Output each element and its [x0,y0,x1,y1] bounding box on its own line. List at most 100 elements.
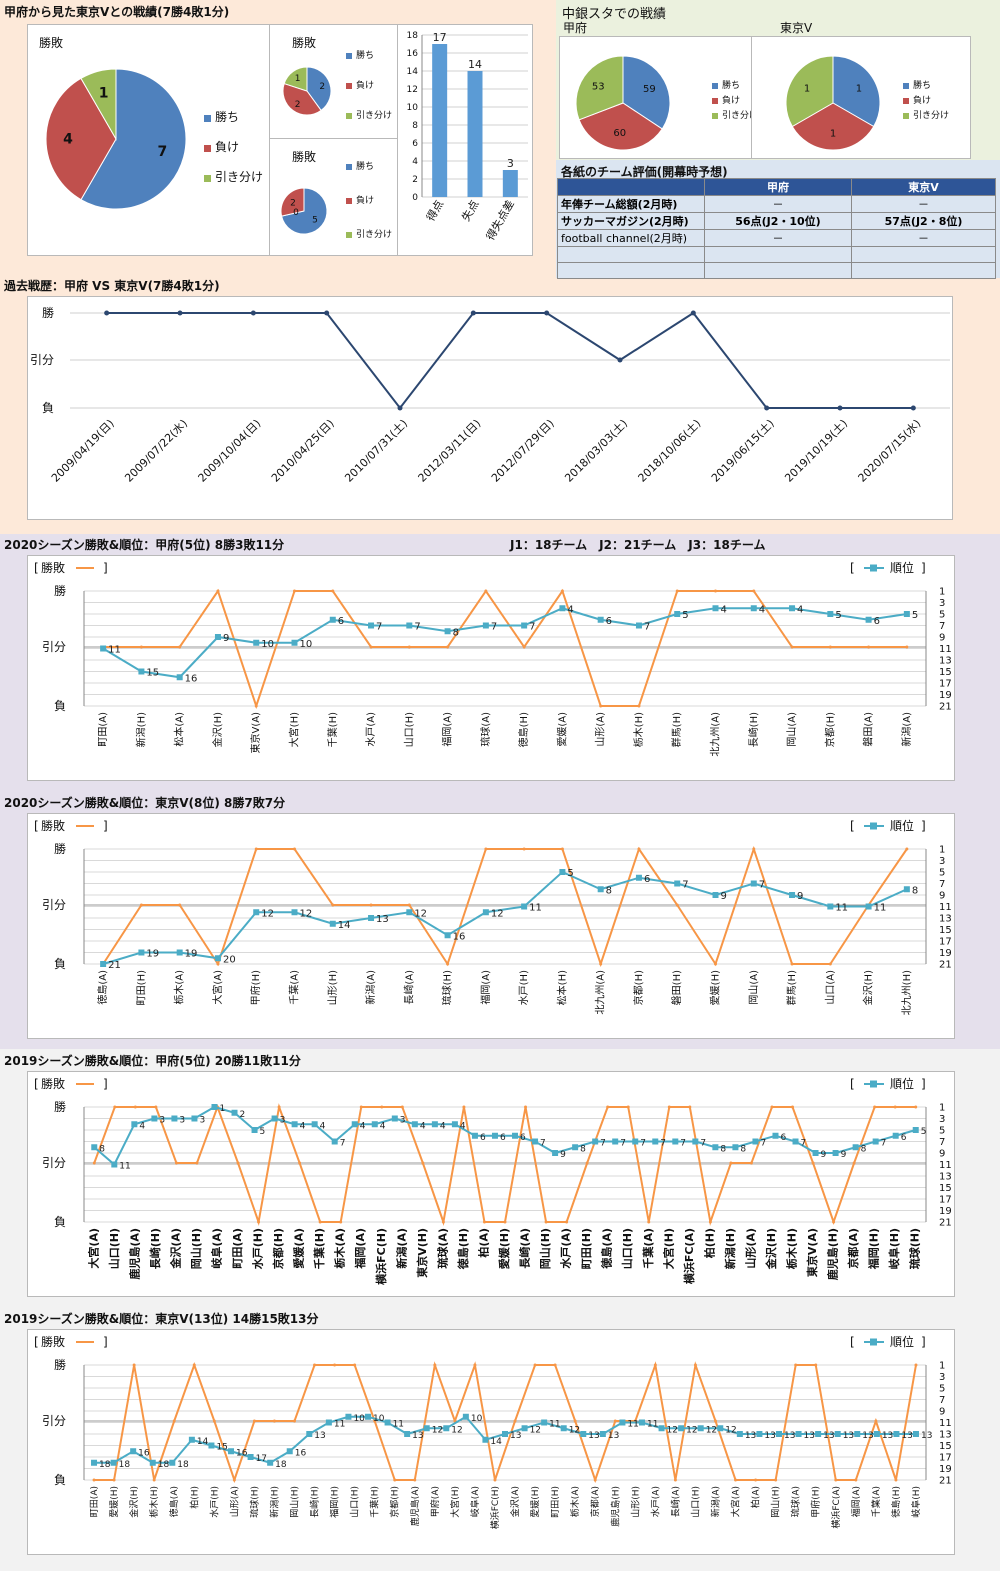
result-point [714,589,717,593]
result-point [195,1161,199,1165]
rank-data-label: 5 [912,610,918,621]
section-note-leagues: J1：18チーム J2：21チーム J3：18チーム [510,538,766,552]
rank-data-label: 3 [159,1116,165,1126]
result-point [339,1220,343,1224]
legend-bracket: [ [850,1335,855,1349]
rank-data-label: 12 [261,908,274,919]
rank-data-label: 14 [197,1437,209,1447]
rank-data-label: 8 [740,1144,746,1154]
rank-data-label: 10 [471,1414,483,1424]
result-point [92,1478,96,1482]
rank-point [674,880,681,887]
history-point [764,405,770,411]
y-tick-label: 12 [407,85,418,95]
result-series-line [94,1361,917,1484]
y-tick-label: 引分 [30,353,54,367]
rank-tick-label: 7 [939,1395,945,1406]
rank-data-label: 7 [620,1139,626,1149]
legend-swatch [204,175,211,182]
x-tick-label: 岡山(H) [771,1486,782,1518]
result-point [293,847,296,851]
x-tick-label: 新潟(A) [900,712,913,747]
rank-point [406,622,413,629]
rank-point [444,932,451,939]
result-point [192,1363,196,1367]
rank-data-label: 6 [480,1133,486,1143]
x-tick-label: 栃木(A) [333,1228,347,1269]
rank-point [775,1431,782,1437]
x-tick-label: 柏(H) [702,1228,716,1258]
y-tick-label: 勝 [54,841,66,856]
rank-data-label: 4 [360,1121,366,1131]
result-point [393,1478,397,1482]
rank-data-label: 9 [797,891,803,902]
rank-point [756,1431,763,1437]
result-point [637,704,641,708]
rank-tick-label: 13 [939,914,952,925]
x-tick-label: 甲府(H) [249,970,262,1005]
rank-tick-label: 21 [939,1476,952,1487]
result-point [433,1363,437,1367]
rank-data-label: 21 [108,960,121,971]
table-cell [704,246,852,263]
x-tick-label: 2020/07/15(水) [856,417,924,485]
rank-data-label: 5 [260,1127,266,1137]
rank-tick-label: 1 [939,1361,945,1372]
rank-data-label: 8 [720,1144,726,1154]
rank-data-label: 7 [640,1139,646,1149]
rank-tick-label: 11 [939,902,952,913]
result-point [178,645,182,649]
legend-label: 勝ち [356,49,374,61]
rank-point [572,1144,579,1151]
rank-point [892,1132,899,1139]
rank-point [443,1425,450,1432]
result-point [573,1419,577,1423]
rank-point [521,1425,528,1432]
x-tick-label: 2018/03/03(土) [562,417,630,485]
x-tick-label: 愛媛(H) [709,970,722,1005]
x-tick-label: 町田(H) [580,1228,593,1269]
legend-label: 引き分け [913,110,949,121]
rank-data-label: 7 [540,1139,546,1149]
rank-point [271,1115,278,1122]
rank-data-label: 4 [139,1121,145,1131]
y-tick-label: 0 [412,193,418,203]
x-tick-label: 新潟(H) [134,712,147,747]
section-title-2019-verdy: 2019シーズン勝敗&順位：東京V(13位) 14勝15敗13分 [4,1312,319,1326]
table-header-row: 甲府 東京V [557,178,996,196]
result-point [522,645,526,649]
result-point [493,1478,497,1482]
x-tick-label: 鹿児島(H) [609,1486,621,1527]
rank-point [692,1138,699,1145]
rank-point [632,1138,639,1145]
result-point [593,1478,597,1482]
x-tick-label: 新潟(H) [723,1228,737,1269]
rank-data-label: 12 [530,1425,541,1435]
rank-data-label: 11 [334,1420,345,1430]
table-row [557,246,996,263]
rank-tick-label: 5 [939,1384,945,1395]
table-cell [557,246,705,263]
result-point [484,589,488,593]
x-tick-label: 京都(H) [271,1228,285,1269]
pie-data-label: 59 [643,84,656,95]
rank-point [521,903,528,910]
result-point [791,1105,795,1109]
legend-swatch [346,53,352,59]
rank-data-label: 6 [606,616,612,627]
x-tick-label: 2019/06/15(土) [709,417,777,485]
x-tick-label: 柏(A) [476,1228,490,1258]
x-tick-label: 東京V(A) [805,1228,819,1277]
pie-slice [832,55,881,128]
rank-point [732,1144,739,1151]
rank-point [138,668,145,675]
y-tick-label: 負 [54,1215,66,1229]
rank-point [832,1150,839,1156]
x-tick-label: 金沢(H) [128,1486,140,1518]
result-point [232,1478,236,1482]
rank-tick-label: 19 [939,1206,952,1217]
rank-point [291,909,298,916]
x-tick-label: 徳島(H) [456,1228,470,1270]
rank-point [521,622,528,629]
